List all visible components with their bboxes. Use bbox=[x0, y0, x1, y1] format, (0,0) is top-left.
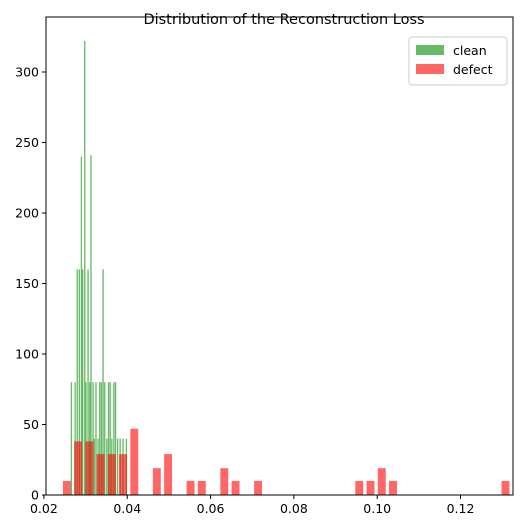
defect-bar bbox=[96, 454, 105, 495]
y-tick-label: 300 bbox=[15, 64, 39, 79]
defect-bar bbox=[164, 454, 173, 495]
y-tick-label: 50 bbox=[23, 417, 39, 432]
bars-layer bbox=[62, 40, 510, 496]
clean-bar bbox=[84, 40, 86, 496]
y-tick-label: 200 bbox=[15, 205, 39, 220]
plot-area: 0.02 0.04 0.06 0.08 0.10 0.12 0 50 100 150 200 250… bbox=[15, 16, 514, 516]
defect-bar bbox=[254, 480, 263, 495]
clean-bar bbox=[95, 382, 97, 495]
clean-legend-label: clean bbox=[453, 43, 487, 58]
x-tick-label: 0.02 bbox=[30, 501, 58, 516]
clean-legend-swatch bbox=[416, 45, 444, 55]
clean-bar bbox=[102, 269, 104, 495]
defect-bar bbox=[119, 454, 128, 495]
defect-bar bbox=[130, 428, 139, 495]
clean-bar bbox=[106, 438, 108, 495]
defect-bar bbox=[85, 441, 94, 495]
clean-bar bbox=[109, 382, 111, 495]
defect-bar bbox=[107, 454, 116, 495]
clean-bar bbox=[70, 382, 73, 495]
clean-bar bbox=[81, 269, 84, 495]
y-tick-label: 0 bbox=[31, 488, 39, 503]
defect-legend-label: defect bbox=[453, 62, 493, 77]
clean-bar bbox=[90, 155, 92, 495]
clean-bar bbox=[74, 382, 76, 495]
clean-bar bbox=[104, 382, 106, 495]
defect-bar bbox=[355, 480, 364, 495]
y-tick-label: 100 bbox=[15, 346, 39, 361]
clean-bar bbox=[113, 382, 115, 495]
clean-bar bbox=[116, 438, 119, 495]
defect-bar bbox=[197, 480, 206, 495]
clean-bar bbox=[87, 269, 89, 495]
defect-bar bbox=[62, 480, 71, 495]
clean-bar bbox=[78, 269, 80, 495]
clean-bar bbox=[114, 382, 117, 495]
legend: clean defect bbox=[408, 36, 508, 86]
y-tick-label: 250 bbox=[15, 135, 39, 150]
clean-bar bbox=[80, 156, 83, 495]
x-tick-label: 0.12 bbox=[447, 501, 475, 516]
y-tick-label: 150 bbox=[15, 276, 39, 291]
clean-bar bbox=[93, 438, 95, 495]
clean-bar bbox=[107, 382, 110, 495]
defect-bar bbox=[231, 480, 240, 495]
defect-bar bbox=[389, 480, 397, 495]
defect-legend-swatch bbox=[416, 64, 444, 74]
clean-bar bbox=[99, 382, 101, 495]
clean-bar bbox=[76, 269, 78, 495]
x-tick-label: 0.06 bbox=[197, 501, 225, 516]
defect-bar bbox=[501, 480, 510, 495]
defect-bar bbox=[186, 480, 195, 495]
defect-bar bbox=[152, 468, 161, 495]
defect-bar bbox=[74, 441, 83, 495]
clean-bar bbox=[100, 382, 103, 495]
defect-bar bbox=[366, 480, 375, 495]
x-axis: 0.02 0.04 0.06 0.08 0.10 0.12 bbox=[30, 495, 474, 516]
chart-title: Distribution of the Reconstruction Loss bbox=[143, 12, 424, 28]
x-tick-label: 0.10 bbox=[363, 501, 391, 516]
plot-frame bbox=[45, 16, 514, 496]
defect-bar bbox=[377, 468, 386, 495]
y-axis: 0 50 100 150 200 250 300 bbox=[15, 64, 46, 503]
defect-bar bbox=[220, 468, 229, 495]
clean-bar bbox=[92, 382, 94, 495]
x-tick-label: 0.04 bbox=[113, 501, 141, 516]
clean-bar bbox=[89, 382, 91, 495]
clean-bar bbox=[85, 382, 87, 495]
x-tick-label: 0.08 bbox=[280, 501, 308, 516]
